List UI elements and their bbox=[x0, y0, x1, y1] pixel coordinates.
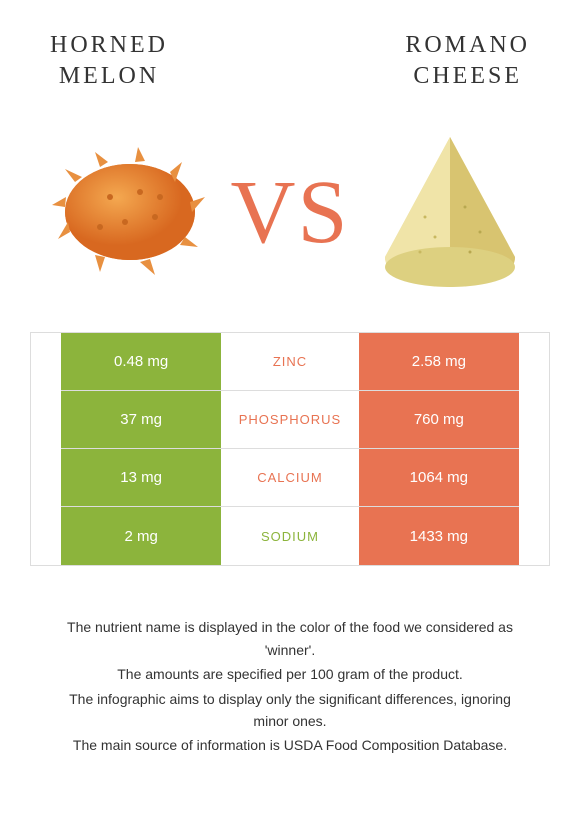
footer-line: The nutrient name is displayed in the co… bbox=[50, 616, 530, 661]
header: Horned melon Romano cheese bbox=[0, 0, 580, 102]
footer-line: The amounts are specified per 100 gram o… bbox=[50, 663, 530, 685]
table-row: 2 mg Sodium 1433 mg bbox=[61, 507, 519, 565]
table-row: 13 mg Calcium 1064 mg bbox=[61, 449, 519, 507]
right-value: 1433 mg bbox=[359, 507, 519, 565]
right-value: 2.58 mg bbox=[359, 333, 519, 390]
nutrient-label: Zinc bbox=[221, 333, 358, 390]
footer-line: The main source of information is USDA F… bbox=[50, 734, 530, 756]
vs-text: VS bbox=[230, 161, 349, 264]
romano-cheese-image bbox=[360, 122, 540, 302]
table-row: 0.48 mg Zinc 2.58 mg bbox=[61, 333, 519, 391]
left-value: 0.48 mg bbox=[61, 333, 221, 390]
nutrient-label: Phosphorus bbox=[221, 391, 358, 448]
footer: The nutrient name is displayed in the co… bbox=[0, 566, 580, 778]
comparison-table: 0.48 mg Zinc 2.58 mg 37 mg Phosphorus 76… bbox=[30, 332, 550, 566]
right-food-title: Romano cheese bbox=[405, 30, 530, 92]
left-value: 37 mg bbox=[61, 391, 221, 448]
right-value: 1064 mg bbox=[359, 449, 519, 506]
table-row: 37 mg Phosphorus 760 mg bbox=[61, 391, 519, 449]
left-value: 2 mg bbox=[61, 507, 221, 565]
footer-line: The infographic aims to display only the… bbox=[50, 688, 530, 733]
right-value: 760 mg bbox=[359, 391, 519, 448]
left-value: 13 mg bbox=[61, 449, 221, 506]
nutrient-label: Calcium bbox=[221, 449, 358, 506]
left-food-title: Horned melon bbox=[50, 30, 168, 92]
horned-melon-image bbox=[40, 122, 220, 302]
images-row: VS bbox=[0, 102, 580, 332]
nutrient-label: Sodium bbox=[221, 507, 358, 565]
